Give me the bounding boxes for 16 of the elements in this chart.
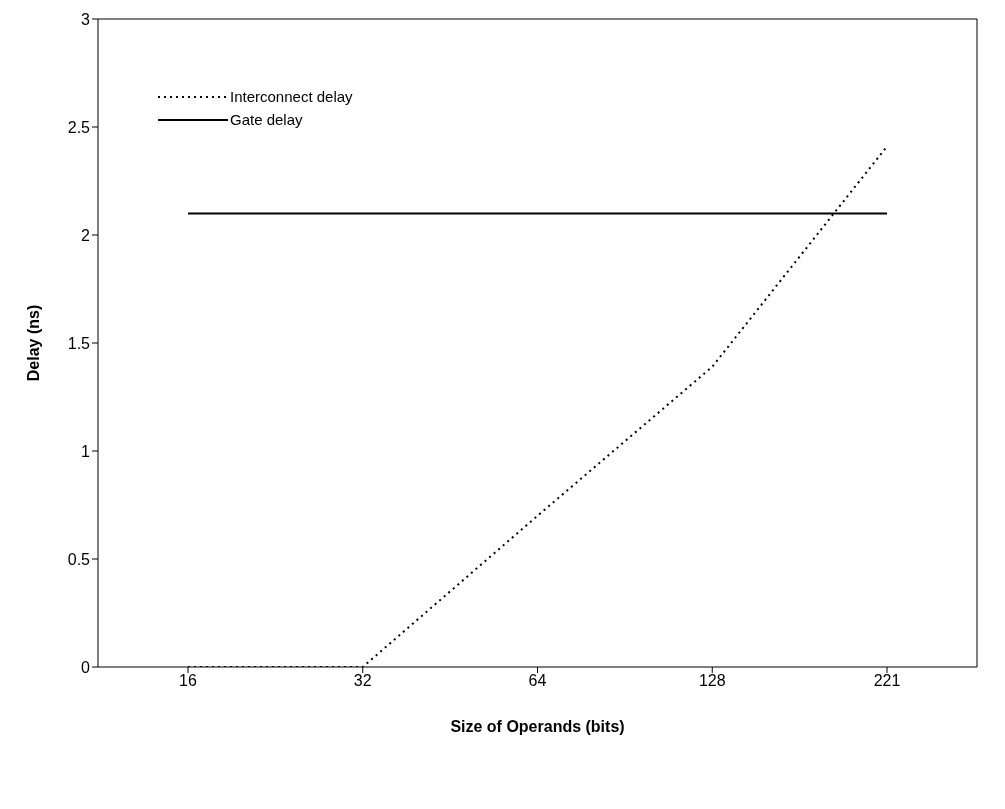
y-tick-label: 0 [81,658,91,676]
y-tick-label: 2 [81,226,91,244]
x-tick-label: 16 [179,672,197,690]
legend-label: Interconnect delay [230,88,353,105]
x-tick-label: 128 [698,672,726,690]
y-tick-label: 0.5 [67,550,91,568]
y-tick-label: 1 [81,442,91,460]
legend-label: Gate delay [230,111,303,128]
x-tick-label: 221 [873,672,901,690]
y-tick-label: 2.5 [67,118,91,136]
x-tick-label: 32 [353,672,372,690]
y-tick-label: 3 [81,10,91,28]
x-axis-title: Size of Operands (bits) [450,718,625,735]
y-axis-title: Delay (ns) [24,304,42,382]
y-tick-label: 1.5 [67,334,91,352]
x-tick-label: 64 [528,672,547,690]
